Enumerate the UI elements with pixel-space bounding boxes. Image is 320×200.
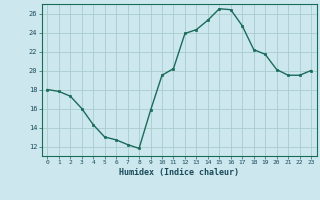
X-axis label: Humidex (Indice chaleur): Humidex (Indice chaleur) bbox=[119, 168, 239, 177]
